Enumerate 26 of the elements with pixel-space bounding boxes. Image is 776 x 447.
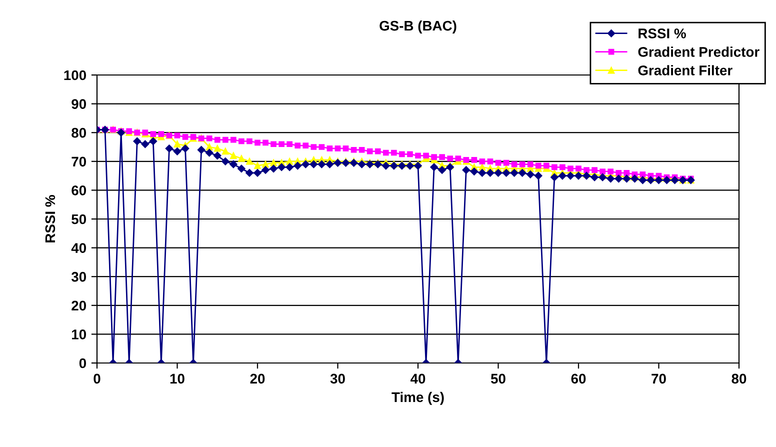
y-tick-label: 100 bbox=[64, 70, 86, 80]
y-tick-label: 50 bbox=[72, 214, 86, 224]
y-tick-label: 20 bbox=[72, 300, 86, 311]
y-tick-label: 10 bbox=[72, 330, 86, 340]
x-tick-label: 30 bbox=[330, 374, 345, 384]
x-tick-label: 70 bbox=[652, 374, 666, 384]
chart-title: GS-B (BAC) bbox=[380, 20, 456, 34]
legend-label: Gradient Filter bbox=[638, 65, 732, 76]
legend-label: RSSI % bbox=[638, 28, 686, 38]
y-tick-label: 0 bbox=[79, 358, 86, 368]
y-tick-label: 90 bbox=[72, 99, 86, 109]
x-tick-label: 60 bbox=[571, 374, 586, 384]
x-tick-label: 40 bbox=[410, 374, 426, 384]
legend-label: Gradient Predictor bbox=[638, 46, 760, 57]
x-tick-label: 10 bbox=[170, 374, 184, 384]
y-tick-label: 40 bbox=[71, 243, 86, 253]
x-axis-title: Time (s) bbox=[392, 392, 444, 405]
y-tick-label: 30 bbox=[71, 272, 86, 282]
x-tick-label: 20 bbox=[250, 374, 265, 384]
x-tick-label: 0 bbox=[94, 374, 100, 384]
y-tick-label: 60 bbox=[72, 186, 86, 196]
y-tick-label: 70 bbox=[72, 156, 86, 167]
x-tick-label: 50 bbox=[490, 374, 506, 384]
y-tick-label: 80 bbox=[72, 128, 86, 138]
y-axis-title: RSSI % bbox=[45, 195, 56, 242]
x-tick-label: 80 bbox=[732, 374, 746, 384]
